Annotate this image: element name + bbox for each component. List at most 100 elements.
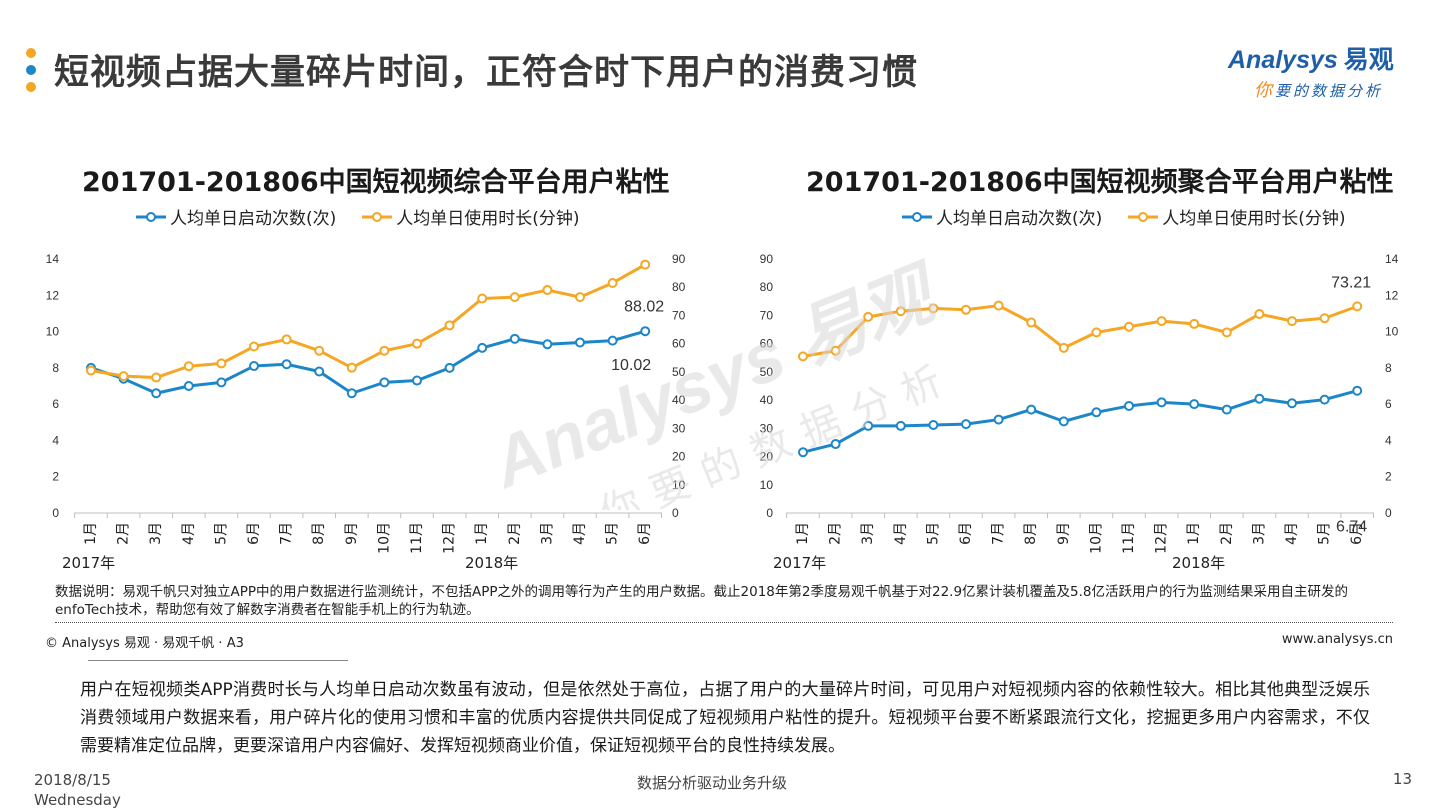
series-line xyxy=(90,329,646,395)
x-tick-label: 1月 xyxy=(1186,522,1202,545)
y-right-tick-label: 80 xyxy=(672,280,686,294)
legend-label: 人均单日启动次数(次) xyxy=(936,209,1103,229)
data-point xyxy=(542,339,553,350)
data-point xyxy=(1254,393,1265,404)
data-point xyxy=(379,377,390,388)
x-tick-label: 11月 xyxy=(409,522,425,554)
x-tick-label: 12月 xyxy=(1154,522,1170,554)
data-label: 88.02 xyxy=(624,299,664,316)
legend-line-marker-orange xyxy=(362,211,393,222)
x-tick-label: 5月 xyxy=(925,522,941,545)
data-point xyxy=(183,381,194,391)
data-point xyxy=(1189,318,1200,329)
data-point xyxy=(151,388,162,399)
y-left-tick-label: 30 xyxy=(760,421,774,435)
data-point xyxy=(993,414,1004,425)
x-tick-label: 8月 xyxy=(311,522,327,545)
logo-tagline-rest: 要的数据分析 xyxy=(1275,82,1384,100)
data-point xyxy=(509,333,520,344)
x-tick-label: 2月 xyxy=(1219,522,1235,545)
y-right-tick-label: 12 xyxy=(1385,288,1399,302)
data-point xyxy=(151,372,162,383)
data-point xyxy=(1221,404,1232,415)
y-left-tick-label: 70 xyxy=(760,308,774,322)
y-left-tick-label: 80 xyxy=(760,280,774,294)
data-point xyxy=(1156,316,1167,327)
data-point xyxy=(863,420,874,431)
data-point xyxy=(993,300,1004,311)
x-tick-label: 3月 xyxy=(1251,522,1267,545)
data-point xyxy=(830,439,841,450)
y-left-tick-label: 50 xyxy=(760,365,774,379)
data-note: 数据说明：易观千帆只对独立APP中的用户数据进行监测统计，不包括APP之外的调用… xyxy=(55,584,1349,618)
footer-slogan: 数据分析驱动业务升级 xyxy=(637,774,788,792)
left-chart-title: 201701-201806中国短视频综合平台用户粘性 xyxy=(82,167,670,198)
section-rule xyxy=(88,660,348,661)
title-bullet-dots xyxy=(26,48,38,99)
data-point xyxy=(895,420,906,431)
x-tick-label: 12月 xyxy=(442,522,458,554)
logo-wordmark: Analysys 易观 xyxy=(1228,40,1418,76)
data-point xyxy=(1156,397,1167,408)
y-left-tick-label: 8 xyxy=(52,361,59,375)
x-tick-label: 1月 xyxy=(795,522,811,545)
logo-tagline: 你要的数据分析 xyxy=(1254,76,1418,102)
y-left-tick-label: 60 xyxy=(760,337,774,351)
x-year-label: 2018年 xyxy=(1172,554,1225,572)
x-tick-label: 7月 xyxy=(279,522,295,545)
data-point xyxy=(575,292,585,303)
x-year-label: 2018年 xyxy=(465,554,518,572)
y-left-tick-label: 6 xyxy=(52,397,59,411)
y-right-tick-label: 10 xyxy=(1385,325,1399,339)
data-point xyxy=(216,358,227,369)
y-left-tick-label: 0 xyxy=(766,506,773,520)
y-left-tick-label: 14 xyxy=(46,252,60,266)
y-left-tick-label: 2 xyxy=(52,470,59,484)
data-point xyxy=(542,285,553,296)
right-chart-legend: 人均单日启动次数(次) 人均单日使用时长(分钟) xyxy=(902,204,1372,229)
x-tick-label: 3月 xyxy=(539,522,555,545)
data-point xyxy=(1058,416,1069,427)
data-point xyxy=(895,306,906,317)
data-point xyxy=(798,351,808,362)
data-point xyxy=(444,362,455,373)
data-point xyxy=(118,371,129,382)
x-tick-label: 2月 xyxy=(507,522,523,545)
data-point xyxy=(314,345,325,356)
data-point xyxy=(830,345,841,356)
data-point xyxy=(1091,327,1102,338)
data-point xyxy=(346,362,357,373)
data-point xyxy=(1319,394,1330,405)
data-point xyxy=(216,377,227,388)
series-line xyxy=(802,304,1358,358)
data-label: 6.74 xyxy=(1336,519,1367,536)
y-right-tick-label: 60 xyxy=(672,337,686,351)
right-chart-title: 201701-201806中国短视频聚合平台用户粘性 xyxy=(806,167,1394,198)
data-point xyxy=(1189,399,1200,410)
data-point xyxy=(412,338,422,349)
logo-tagline-first: 你 xyxy=(1254,80,1275,101)
y-right-tick-label: 0 xyxy=(672,506,679,520)
x-tick-label: 1月 xyxy=(474,522,490,545)
y-right-tick-label: 70 xyxy=(672,308,686,322)
legend-label: 人均单日使用时长(分钟) xyxy=(396,209,580,229)
x-tick-label: 5月 xyxy=(213,522,229,545)
data-point xyxy=(314,366,325,377)
data-point xyxy=(1026,317,1037,328)
bullet-dot xyxy=(26,65,36,75)
data-label: 73.21 xyxy=(1331,274,1371,291)
x-tick-label: 7月 xyxy=(991,522,1007,545)
data-point xyxy=(183,361,194,372)
data-point xyxy=(607,277,618,288)
data-point xyxy=(607,335,618,346)
x-tick-label: 8月 xyxy=(1023,522,1039,545)
legend-label: 人均单日启动次数(次) xyxy=(170,209,337,229)
data-point xyxy=(1221,327,1232,338)
y-right-tick-label: 4 xyxy=(1385,433,1392,447)
bullet-dot xyxy=(26,82,36,92)
x-tick-label: 5月 xyxy=(1317,522,1333,545)
website-link[interactable]: www.analysys.cn xyxy=(1281,632,1393,647)
x-tick-label: 3月 xyxy=(860,522,876,545)
series-line xyxy=(90,263,646,380)
x-tick-label: 6月 xyxy=(246,522,262,545)
